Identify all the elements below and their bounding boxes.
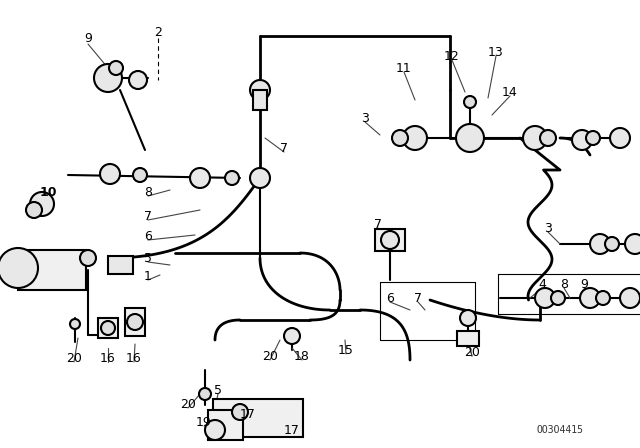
Circle shape [381,231,399,249]
Text: 16: 16 [126,352,142,365]
Bar [213,399,303,437]
Text: 11: 11 [396,61,412,74]
Text: 9: 9 [84,31,92,44]
Text: 3: 3 [544,221,552,234]
Circle shape [26,202,42,218]
Text: 7: 7 [280,142,288,155]
Text: 8: 8 [560,277,568,290]
Bar [207,410,243,440]
Circle shape [250,80,270,100]
Circle shape [456,124,484,152]
Text: 9: 9 [580,277,588,290]
Text: 20: 20 [262,349,278,362]
Text: 5: 5 [144,251,152,264]
Bar [457,331,479,345]
Text: 2: 2 [154,26,162,39]
Bar [98,318,118,338]
Circle shape [127,314,143,330]
Text: 6: 6 [386,292,394,305]
Text: 12: 12 [444,49,460,63]
Circle shape [605,237,619,251]
Circle shape [572,130,592,150]
Circle shape [205,420,225,440]
Circle shape [100,164,120,184]
Circle shape [620,288,640,308]
Circle shape [232,404,248,420]
Circle shape [30,192,54,216]
Bar [253,90,267,110]
Text: 7: 7 [414,292,422,305]
Bar [108,256,132,274]
Text: 17: 17 [240,408,256,421]
Text: OO3O4415: OO3O4415 [536,425,584,435]
Circle shape [460,310,476,326]
Circle shape [190,168,210,188]
Text: 20: 20 [66,352,82,365]
Circle shape [596,291,610,305]
Text: 17: 17 [284,423,300,436]
Circle shape [590,234,610,254]
Text: 20: 20 [464,345,480,358]
Circle shape [540,130,556,146]
Text: 6: 6 [144,229,152,242]
Text: 7: 7 [374,217,382,231]
Text: 4: 4 [538,277,546,290]
Text: 20: 20 [180,397,196,410]
Text: 5: 5 [214,383,222,396]
Circle shape [80,250,96,266]
Circle shape [284,328,300,344]
Text: 8: 8 [144,185,152,198]
Text: 7: 7 [144,210,152,223]
Bar [18,250,86,290]
Circle shape [523,126,547,150]
Circle shape [610,128,630,148]
Text: 18: 18 [294,349,310,362]
Text: 14: 14 [502,86,518,99]
Bar [375,229,405,251]
Circle shape [464,96,476,108]
Circle shape [250,168,270,188]
Text: 15: 15 [338,344,354,357]
Bar [125,308,145,336]
Circle shape [403,126,427,150]
Circle shape [586,131,600,145]
Text: 3: 3 [361,112,369,125]
Circle shape [133,168,147,182]
Circle shape [109,61,123,75]
Circle shape [101,321,115,335]
Circle shape [70,319,80,329]
Circle shape [625,234,640,254]
Circle shape [551,291,565,305]
Circle shape [0,248,38,288]
Text: 1: 1 [144,270,152,283]
Text: 13: 13 [488,46,504,59]
Circle shape [129,71,147,89]
Circle shape [392,130,408,146]
Circle shape [225,171,239,185]
Circle shape [199,388,211,400]
Text: 19: 19 [196,415,212,428]
Circle shape [535,288,555,308]
Circle shape [580,288,600,308]
Text: 10: 10 [39,185,57,198]
Text: 16: 16 [100,352,116,365]
Circle shape [94,64,122,92]
